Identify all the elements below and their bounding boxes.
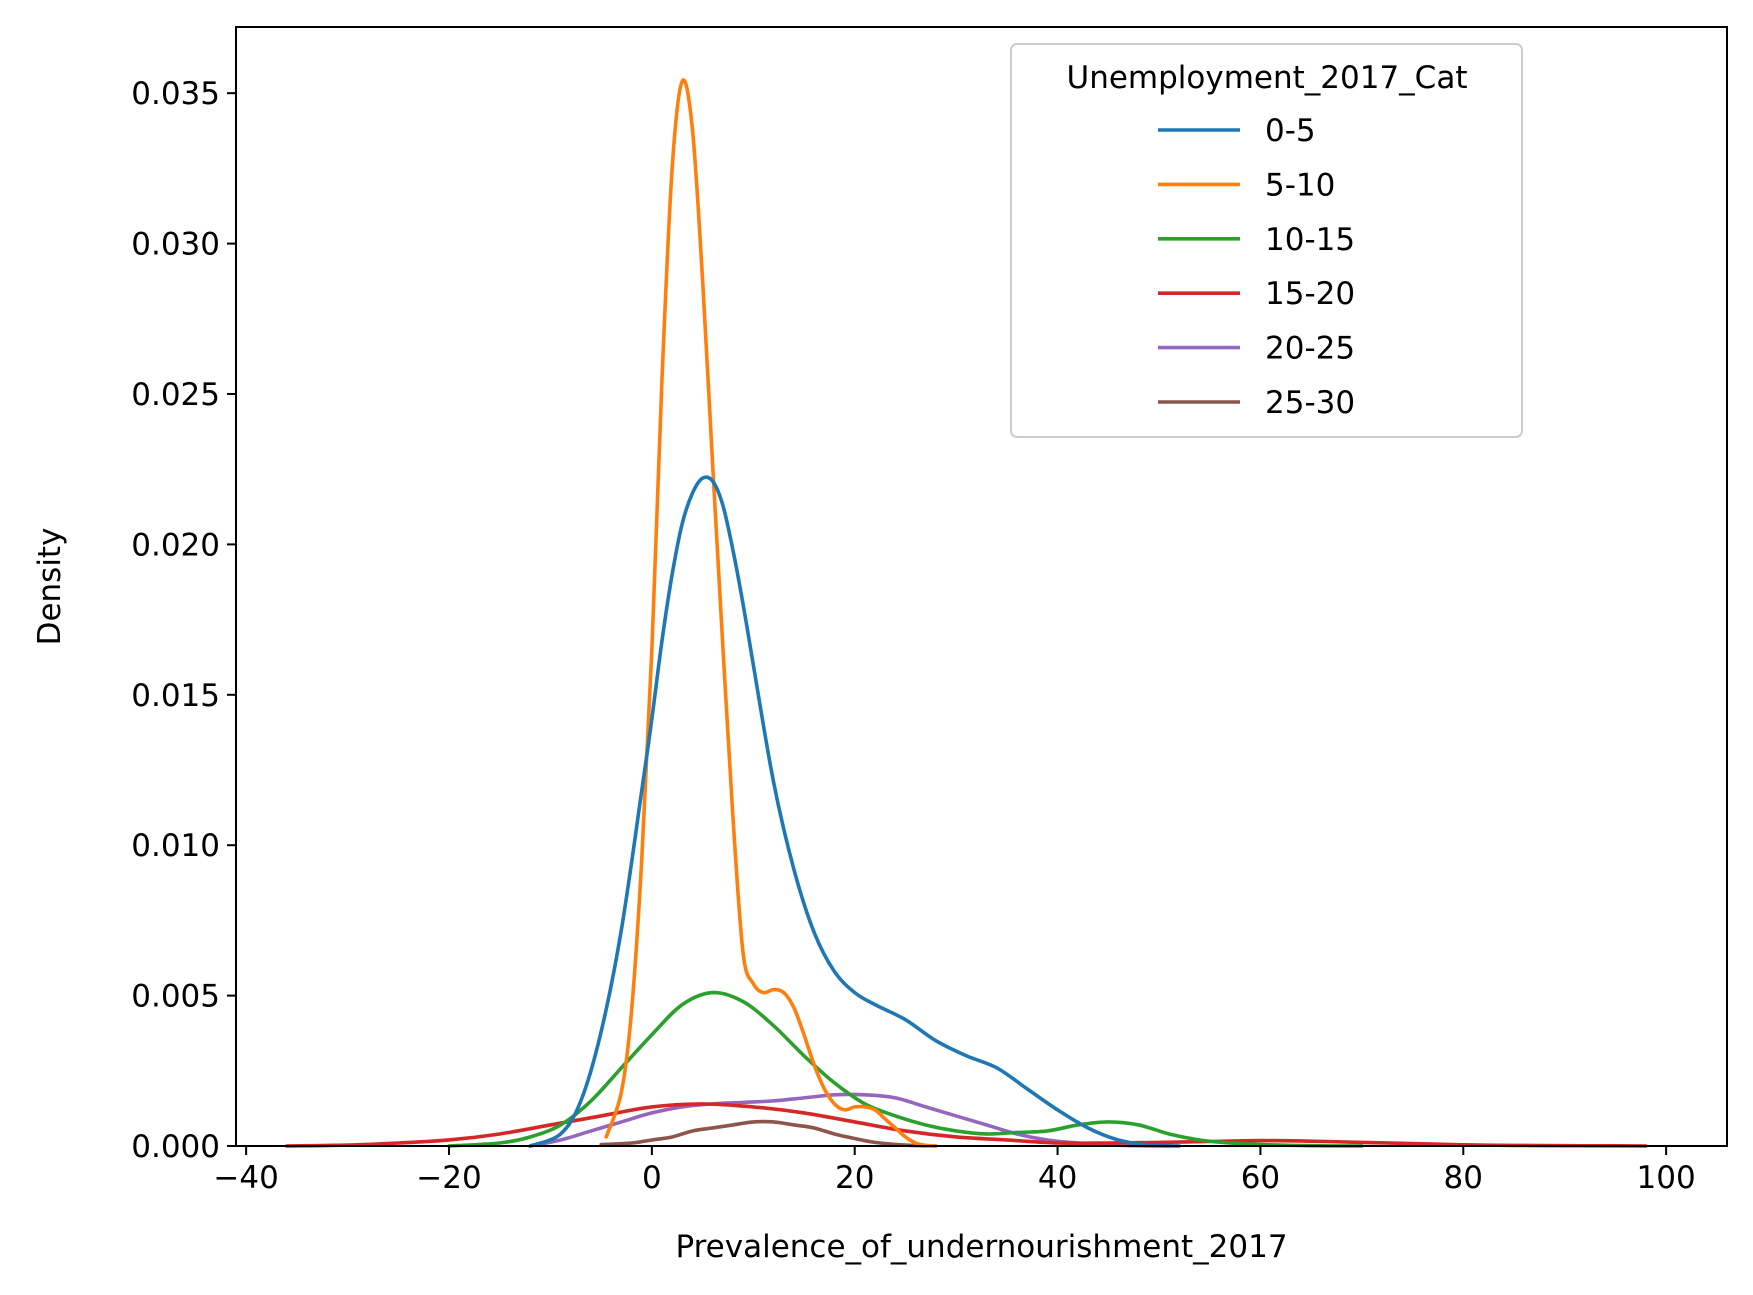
legend-title: Unemployment_2017_Cat — [1067, 60, 1468, 96]
legend-label: 0-5 — [1265, 113, 1316, 149]
x-tick-label: 60 — [1241, 1160, 1280, 1196]
series-line-25-30 — [599, 1119, 938, 1148]
x-tick-label: 0 — [642, 1160, 662, 1196]
legend-label: 25-30 — [1265, 385, 1355, 421]
y-tick-label: 0.025 — [131, 377, 220, 413]
series-layer — [284, 78, 1648, 1148]
legend: Unemployment_2017_Cat 0-5 5-10 10-15 15-20 2… — [1010, 43, 1523, 438]
y-tick-label: 0.020 — [131, 527, 220, 563]
x-axis-ticks: −40 −20 0 20 40 60 80 100 — [213, 1146, 1696, 1196]
series-line-15-20 — [284, 1102, 1648, 1148]
x-tick-label: 40 — [1038, 1160, 1077, 1196]
y-tick-label: 0.035 — [131, 76, 220, 112]
y-tick-label: 0.015 — [131, 678, 220, 714]
x-tick-label: 20 — [835, 1160, 874, 1196]
y-tick-label: 0.000 — [131, 1129, 220, 1165]
legend-item: 0-5 — [1158, 113, 1316, 149]
series-line-0-5 — [528, 475, 1182, 1148]
legend-item: 20-25 — [1158, 331, 1355, 367]
x-tick-label: 100 — [1637, 1160, 1696, 1196]
legend-box — [1010, 43, 1523, 438]
legend-label: 10-15 — [1265, 222, 1355, 258]
y-tick-label: 0.030 — [131, 227, 220, 263]
series-line-10-15 — [447, 990, 1364, 1148]
legend-label: 20-25 — [1265, 331, 1355, 367]
x-tick-label: −20 — [416, 1160, 481, 1196]
x-tick-label: −40 — [213, 1160, 278, 1196]
series-line-5-10 — [604, 78, 938, 1148]
legend-item: 10-15 — [1158, 222, 1355, 258]
y-tick-label: 0.010 — [131, 828, 220, 864]
legend-item: 25-30 — [1158, 385, 1355, 421]
x-tick-label: 80 — [1444, 1160, 1483, 1196]
legend-item: 15-20 — [1158, 276, 1355, 312]
legend-label: 5-10 — [1265, 167, 1335, 203]
y-axis-ticks: 0.000 0.005 0.010 0.015 0.020 0.025 0.030 0.035 — [131, 76, 236, 1165]
plot-frame — [235, 26, 1728, 1147]
legend-item: 5-10 — [1158, 167, 1335, 203]
legend-items: 0-5 5-10 10-15 15-20 20-25 25-30 — [1158, 113, 1355, 421]
x-axis-label: Prevalence_of_undernourishment_2017 — [675, 1229, 1287, 1265]
y-tick-label: 0.005 — [131, 979, 220, 1015]
y-axis-label: Density — [32, 528, 68, 646]
legend-label: 15-20 — [1265, 276, 1355, 312]
